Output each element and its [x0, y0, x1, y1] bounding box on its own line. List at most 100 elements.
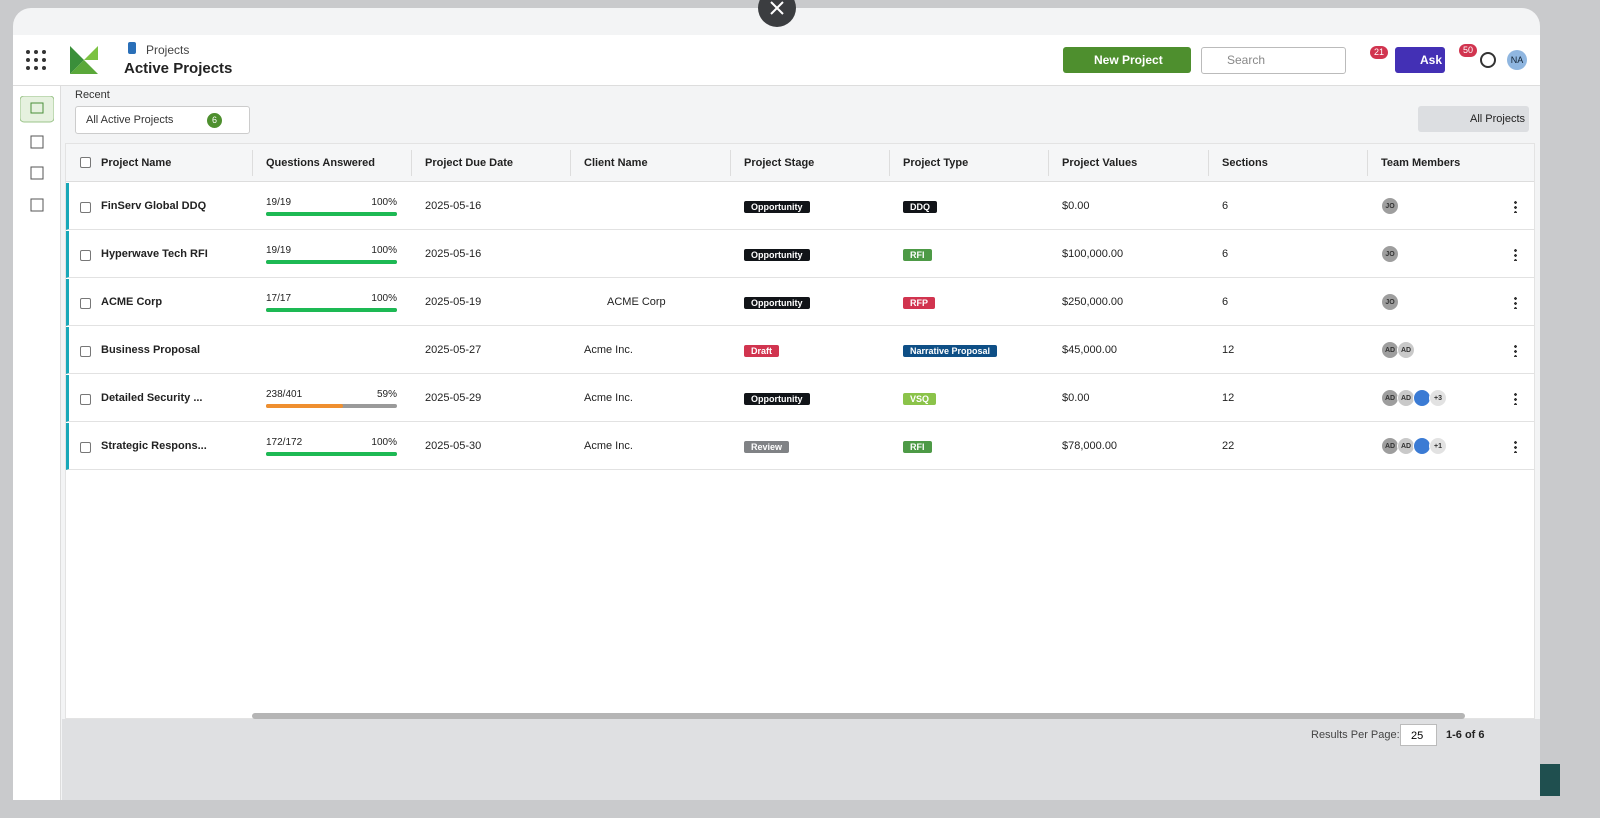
column-header[interactable]: Client Name — [584, 157, 648, 169]
column-header[interactable]: Project Due Date — [425, 157, 514, 169]
sidebar-icons[interactable] — [20, 96, 54, 220]
column-divider — [1208, 150, 1209, 176]
recent-label: Recent — [75, 89, 110, 101]
project-value: $45,000.00 — [1062, 344, 1118, 356]
row-checkbox[interactable] — [80, 442, 91, 453]
type-badge: RFI — [903, 441, 932, 453]
row-menu[interactable] — [1514, 200, 1517, 213]
column-header[interactable]: Project Values — [1062, 157, 1138, 169]
project-name[interactable]: Strategic Respons... — [101, 440, 207, 452]
row-checkbox[interactable] — [80, 346, 91, 357]
column-divider — [411, 150, 412, 176]
new-project-button[interactable]: New Project — [1063, 47, 1191, 73]
member-avatar: +3 — [1429, 389, 1447, 407]
ask-button[interactable]: Ask — [1395, 47, 1445, 73]
due-date: 2025-05-19 — [425, 296, 482, 308]
type-badge: RFP — [903, 297, 935, 309]
row-checkbox[interactable] — [80, 298, 91, 309]
stage-badge: Opportunity — [744, 249, 810, 261]
column-header[interactable]: Sections — [1222, 157, 1268, 169]
due-date: 2025-05-27 — [425, 344, 482, 356]
footer — [62, 719, 1540, 800]
row-menu[interactable] — [1514, 344, 1517, 357]
type-badge: RFI — [903, 249, 932, 261]
sections: 12 — [1222, 392, 1235, 404]
sidebar — [13, 86, 61, 800]
per-page-label: Results Per Page: — [1311, 729, 1400, 741]
progress-bar — [266, 212, 397, 216]
messages-badge: 21 — [1370, 46, 1389, 59]
member-avatar: JO — [1381, 293, 1399, 311]
notifications-badge: 50 — [1459, 44, 1478, 57]
row-menu[interactable] — [1514, 248, 1517, 261]
row-checkbox[interactable] — [80, 202, 91, 213]
progress-bar — [266, 260, 397, 264]
search-box[interactable] — [1201, 47, 1346, 74]
row-checkbox[interactable] — [80, 394, 91, 405]
page-range: 1-6 of 6 — [1446, 729, 1485, 741]
member-avatar: JO — [1381, 197, 1399, 215]
ask-label[interactable]: Ask — [1420, 53, 1443, 67]
project-value: $78,000.00 — [1062, 440, 1118, 452]
due-date: 2025-05-30 — [425, 440, 482, 452]
search-placeholder: Search — [1227, 53, 1266, 67]
help-icon[interactable] — [1480, 52, 1496, 68]
row-menu[interactable] — [1514, 392, 1517, 405]
row-checkbox[interactable] — [80, 250, 91, 261]
project-value: $250,000.00 — [1062, 296, 1124, 308]
row-menu[interactable] — [1514, 296, 1517, 309]
stage-badge: Opportunity — [744, 201, 810, 213]
column-divider — [889, 150, 890, 176]
project-name[interactable]: ACME Corp — [101, 296, 163, 308]
type-badge: Narrative Proposal — [903, 345, 998, 357]
row-menu[interactable] — [1514, 440, 1517, 453]
select-all[interactable] — [80, 157, 91, 168]
column-header[interactable]: Project Name — [101, 157, 172, 169]
column-header[interactable]: Project Type — [903, 157, 969, 169]
sections: 6 — [1222, 248, 1229, 260]
view-select[interactable]: All Active Projects 6 — [75, 106, 250, 134]
close-button[interactable] — [757, 0, 797, 28]
logo — [70, 46, 98, 74]
percent: 100% — [371, 437, 397, 448]
apps-menu[interactable] — [24, 48, 48, 72]
column-divider — [1367, 150, 1368, 176]
answered: 19/19 — [266, 197, 292, 208]
stage-badge: Review — [744, 441, 790, 453]
sections: 6 — [1222, 296, 1229, 308]
per-page-select[interactable]: 25 — [1400, 724, 1437, 746]
stage-badge: Opportunity — [744, 393, 810, 405]
sections: 6 — [1222, 200, 1229, 212]
member-avatar: AD — [1397, 341, 1415, 359]
table-row — [66, 327, 1534, 374]
project-value: $0.00 — [1062, 392, 1090, 404]
column-divider — [252, 150, 253, 176]
column-header[interactable]: Team Members — [1381, 157, 1461, 169]
column-divider — [1048, 150, 1049, 176]
answered: 238/401 — [266, 389, 303, 400]
due-date: 2025-05-29 — [425, 392, 482, 404]
type-badge: VSQ — [903, 393, 937, 405]
answered: 19/19 — [266, 245, 292, 256]
new-project-label[interactable]: New Project — [1094, 53, 1163, 67]
progress-bar — [266, 452, 397, 456]
answered: 172/172 — [266, 437, 303, 448]
project-name[interactable]: Hyperwave Tech RFI — [101, 248, 208, 260]
scope-label[interactable]: All Projects — [1470, 113, 1526, 125]
column-header[interactable]: Project Stage — [744, 157, 815, 169]
due-date: 2025-05-16 — [425, 200, 482, 212]
client-name: Acme Inc. — [584, 440, 633, 452]
percent: 59% — [376, 389, 397, 400]
sections: 12 — [1222, 344, 1235, 356]
view-label[interactable]: All Active Projects — [86, 114, 174, 126]
project-value: $100,000.00 — [1062, 248, 1124, 260]
column-header[interactable]: Questions Answered — [266, 157, 376, 169]
project-name[interactable]: Business Proposal — [101, 344, 201, 356]
client-name: Acme Inc. — [584, 392, 633, 404]
project-name[interactable]: Detailed Security ... — [101, 392, 203, 404]
user-avatar[interactable]: NA — [1507, 50, 1527, 70]
member-avatar: JO — [1381, 245, 1399, 263]
due-date: 2025-05-16 — [425, 248, 482, 260]
scope-toggle[interactable]: All Projects — [1418, 106, 1529, 132]
project-name[interactable]: FinServ Global DDQ — [101, 200, 207, 212]
